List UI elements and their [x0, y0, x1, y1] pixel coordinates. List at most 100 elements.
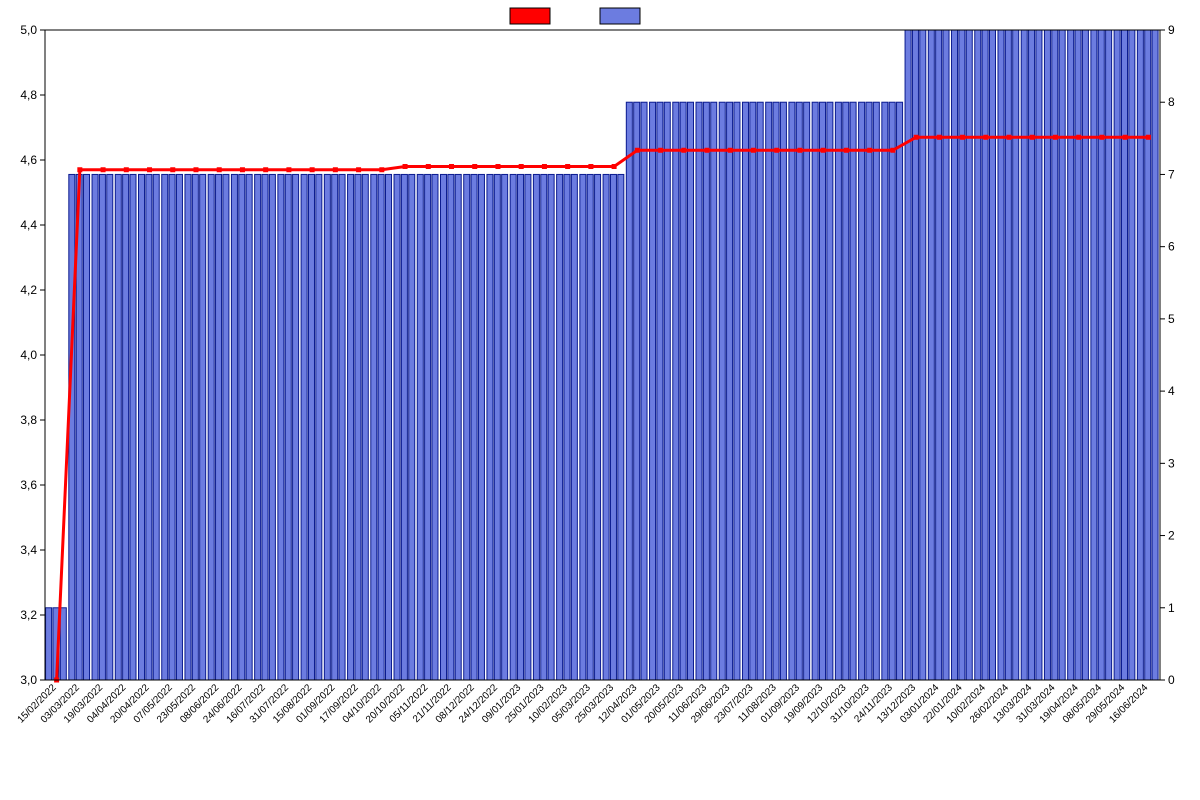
line-marker — [1030, 135, 1035, 140]
right-axis-tick-label: 6 — [1168, 240, 1175, 254]
left-axis-tick-label: 3,6 — [20, 478, 37, 492]
line-marker — [728, 148, 733, 153]
bar — [1059, 30, 1065, 680]
bar — [107, 174, 113, 680]
bar — [1129, 30, 1135, 680]
bar — [703, 102, 709, 680]
line-marker — [101, 167, 106, 172]
bar — [278, 174, 284, 680]
bar — [859, 102, 865, 680]
bar — [1075, 30, 1081, 680]
bar — [952, 30, 958, 680]
bar — [580, 174, 586, 680]
bar — [1114, 30, 1120, 680]
bar — [123, 174, 129, 680]
bar — [835, 102, 841, 680]
line-marker — [519, 164, 524, 169]
line-marker — [495, 164, 500, 169]
line-marker — [565, 164, 570, 169]
line-marker — [240, 167, 245, 172]
line-marker — [124, 167, 129, 172]
bar — [533, 174, 539, 680]
bar — [464, 174, 470, 680]
right-axis-tick-label: 4 — [1168, 384, 1175, 398]
bar — [711, 102, 717, 680]
right-axis-tick-label: 2 — [1168, 529, 1175, 543]
bar — [650, 102, 656, 680]
bar — [959, 30, 965, 680]
bar — [455, 174, 461, 680]
bar — [301, 174, 307, 680]
bar — [440, 174, 446, 680]
bar — [1052, 30, 1058, 680]
line-marker — [681, 148, 686, 153]
bar — [727, 102, 733, 680]
bar — [425, 174, 431, 680]
line-marker — [658, 148, 663, 153]
line-marker — [147, 167, 152, 172]
line-marker — [635, 148, 640, 153]
bar — [115, 174, 121, 680]
left-axis-tick-label: 4,0 — [20, 348, 37, 362]
bar — [1152, 30, 1158, 680]
bar — [1021, 30, 1027, 680]
right-axis-tick-label: 7 — [1168, 167, 1175, 181]
bar — [471, 174, 477, 680]
line-marker — [588, 164, 593, 169]
bar — [216, 174, 222, 680]
bar — [231, 174, 237, 680]
bar — [989, 30, 995, 680]
bar — [1145, 30, 1151, 680]
bar — [641, 102, 647, 680]
line-marker — [1099, 135, 1104, 140]
bar — [610, 174, 616, 680]
left-axis-tick-label: 4,8 — [20, 88, 37, 102]
bar — [478, 174, 484, 680]
line-marker — [751, 148, 756, 153]
legend-swatch — [600, 8, 640, 24]
left-axis-tick-label: 3,2 — [20, 608, 37, 622]
right-axis-tick-label: 5 — [1168, 312, 1175, 326]
bar — [820, 102, 826, 680]
left-axis-tick-label: 4,4 — [20, 218, 37, 232]
line-marker — [310, 167, 315, 172]
bar — [239, 174, 245, 680]
bar — [687, 102, 693, 680]
bar — [139, 174, 145, 680]
bar — [162, 174, 168, 680]
bar — [339, 174, 345, 680]
bar — [316, 174, 322, 680]
bar — [332, 174, 338, 680]
bar — [502, 174, 508, 680]
bar — [46, 608, 52, 680]
line-marker — [937, 135, 942, 140]
bar — [873, 102, 879, 680]
bar — [742, 102, 748, 680]
bar — [394, 174, 400, 680]
bar — [487, 174, 493, 680]
bar — [1098, 30, 1104, 680]
bar — [525, 174, 531, 680]
bar — [982, 30, 988, 680]
bar — [812, 102, 818, 680]
bar — [1082, 30, 1088, 680]
bar — [153, 174, 159, 680]
bar — [92, 174, 98, 680]
bar — [657, 102, 663, 680]
bar — [998, 30, 1004, 680]
line-marker — [286, 167, 291, 172]
line-marker — [1146, 135, 1151, 140]
bar — [850, 102, 856, 680]
line-marker — [217, 167, 222, 172]
line-marker — [821, 148, 826, 153]
bar — [757, 102, 763, 680]
line-marker — [1123, 135, 1128, 140]
bar — [308, 174, 314, 680]
bar — [680, 102, 686, 680]
bar — [1005, 30, 1011, 680]
bar — [378, 174, 384, 680]
bar — [494, 174, 500, 680]
bar — [804, 102, 810, 680]
dual-axis-chart: 3,03,23,43,63,84,04,24,44,64,85,00123456… — [0, 0, 1200, 800]
bar — [269, 174, 275, 680]
